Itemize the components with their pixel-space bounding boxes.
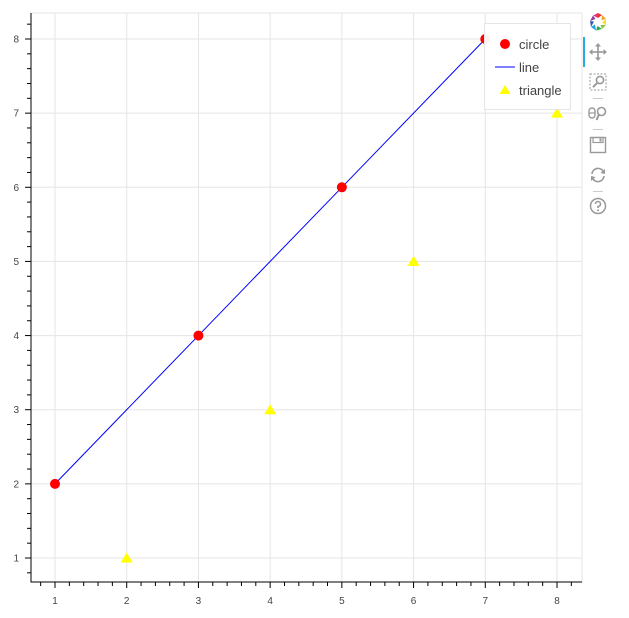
x-tick-label: 3 [196, 596, 202, 607]
data-series [50, 34, 563, 563]
y-tick-label: 7 [13, 109, 19, 120]
pan-tool-icon[interactable] [587, 41, 609, 63]
legend: circle line triangle [484, 23, 571, 110]
wheel-zoom-tool-icon[interactable] [587, 103, 609, 125]
x-tick-label: 8 [554, 596, 560, 607]
toolbar-separator [593, 98, 603, 99]
toolbar-separator [593, 191, 603, 192]
triangle-point [551, 107, 563, 118]
triangle-point [407, 255, 420, 266]
legend-label: line [519, 59, 540, 75]
y-tick-label: 8 [13, 35, 19, 46]
y-tick-label: 5 [13, 257, 19, 268]
y-tick-label: 1 [13, 554, 19, 565]
circle-point [336, 182, 347, 193]
line-series [54, 38, 486, 485]
x-tick-label: 7 [483, 596, 489, 607]
triangle-point [120, 552, 133, 563]
x-tick-label: 4 [267, 596, 273, 607]
y-tick-label: 2 [13, 479, 19, 490]
legend-item-triangle[interactable]: triangle [485, 80, 562, 100]
line-marker-icon [491, 57, 519, 77]
y-tick-label: 6 [13, 183, 19, 194]
grid-lines [30, 12, 583, 583]
triangle-point [264, 404, 277, 415]
circle-point [193, 330, 204, 341]
box-zoom-tool-icon[interactable] [587, 71, 609, 93]
x-tick-label: 6 [411, 596, 417, 607]
reset-tool-icon[interactable] [587, 164, 609, 186]
toolbar [583, 10, 613, 230]
x-tick-label: 1 [52, 596, 58, 607]
legend-item-circle[interactable]: circle [485, 34, 549, 54]
y-tick-label: 4 [13, 331, 19, 342]
legend-item-line[interactable]: line [485, 57, 539, 77]
save-tool-icon[interactable] [587, 134, 609, 156]
x-tick-label: 5 [339, 596, 345, 607]
triangle-marker-icon [491, 80, 519, 100]
axes: 1 2 3 4 5 6 7 8 1 2 3 4 5 6 7 8 [13, 13, 582, 607]
circle-marker-icon [491, 34, 519, 54]
bokeh-logo-icon[interactable] [587, 11, 609, 33]
circle-point [50, 478, 60, 489]
legend-label: triangle [519, 82, 562, 98]
help-tool-icon[interactable] [587, 195, 609, 217]
active-tool-indicator [583, 37, 585, 67]
legend-label: circle [519, 36, 550, 52]
y-tick-label: 3 [13, 405, 19, 416]
x-tick-label: 2 [124, 596, 130, 607]
toolbar-separator [593, 129, 603, 130]
